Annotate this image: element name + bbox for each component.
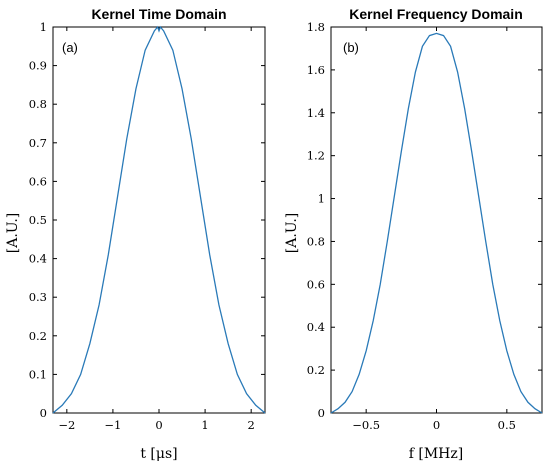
- panel-b-ytick-label: 0.6: [307, 277, 325, 291]
- panel-a-xtick-label: −2: [58, 418, 75, 432]
- panel-b-xtick-label: −0.5: [352, 418, 380, 432]
- panel-b-ytick-label: 1.8: [307, 20, 325, 34]
- panel-a-ytick-label: 0.2: [29, 329, 47, 343]
- panel-a-ytick-label: 0: [40, 406, 47, 420]
- panel-a-xtick-label: 1: [201, 418, 208, 432]
- panel-a-ytick-label: 0.1: [29, 367, 47, 381]
- panel-b-xlabel: f [MHz]: [409, 446, 463, 462]
- panel-a: Kernel Time Domain t [μs] [A.U.] (a) 0 0.…: [5, 6, 266, 462]
- panel-a-ytick-label: 0.7: [29, 136, 47, 150]
- panel-b-frame: [330, 26, 543, 414]
- panel-b-series-line: [330, 32, 543, 414]
- panel-a-xtick-label: 2: [248, 418, 255, 432]
- panel-b-ytick-label: 0.8: [307, 234, 325, 248]
- panel-a-ytick-label: 0.9: [29, 59, 47, 73]
- panel-a-xtick-label: 0: [155, 418, 162, 432]
- panel-b-xtick-label: 0: [433, 418, 440, 432]
- panel-b-ytick-label: 1: [318, 192, 325, 206]
- panel-b-ytick-label: 1.4: [307, 106, 325, 120]
- panel-b-ytick-label: 0.2: [307, 363, 325, 377]
- panel-b-title: Kernel Frequency Domain: [349, 6, 523, 22]
- panel-a-ytick-label: 0.5: [29, 213, 47, 227]
- panel-b-axes: 0 0.2 0.4 0.6 0.8 1 1.2 1.4 1.6 1.8 −0.5 0 0.5: [307, 20, 543, 432]
- panel-a-ytick-label: 0.6: [29, 174, 47, 188]
- panel-a-ylabel: [A.U.]: [5, 213, 21, 253]
- panel-a-series-line: [52, 25, 266, 414]
- panel-b-ylabel: [A.U.]: [284, 213, 300, 253]
- panel-b-ytick-label: 1.2: [307, 149, 325, 163]
- panel-a-label: (a): [62, 40, 78, 55]
- panel-a-ytick-label: 1: [40, 20, 47, 34]
- panel-a-xtick-label: −1: [104, 418, 121, 432]
- panel-a-title: Kernel Time Domain: [91, 6, 226, 22]
- panel-a-axes: 0 0.1 0.2 0.3 0.4 0.5 0.6 0.7 0.8 0.9 1 −2 −1 0 1 2: [29, 20, 266, 432]
- panel-b-ytick-label: 0.4: [307, 320, 325, 334]
- panel-b-ytick-label: 0: [318, 406, 325, 420]
- panel-b-label: (b): [343, 40, 359, 55]
- panel-a-xlabel: t [μs]: [140, 446, 177, 462]
- panel-b-xtick-label: 0.5: [498, 418, 516, 432]
- panel-a-ytick-label: 0.3: [29, 290, 47, 304]
- panel-a-frame: [52, 26, 266, 414]
- panel-a-ytick-label: 0.4: [29, 252, 47, 266]
- panel-b-ytick-label: 1.6: [307, 63, 325, 77]
- panel-b: Kernel Frequency Domain f [MHz] [A.U.] (…: [284, 6, 543, 462]
- panel-a-ytick-label: 0.8: [29, 97, 47, 111]
